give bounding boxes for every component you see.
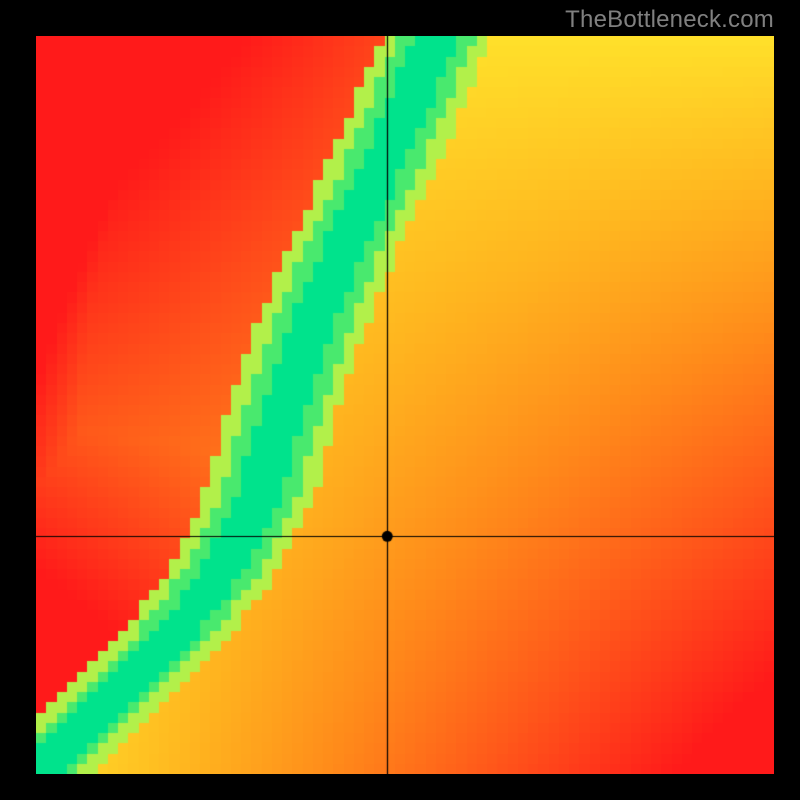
heatmap-plot: [36, 36, 774, 774]
watermark-text: TheBottleneck.com: [565, 6, 774, 34]
